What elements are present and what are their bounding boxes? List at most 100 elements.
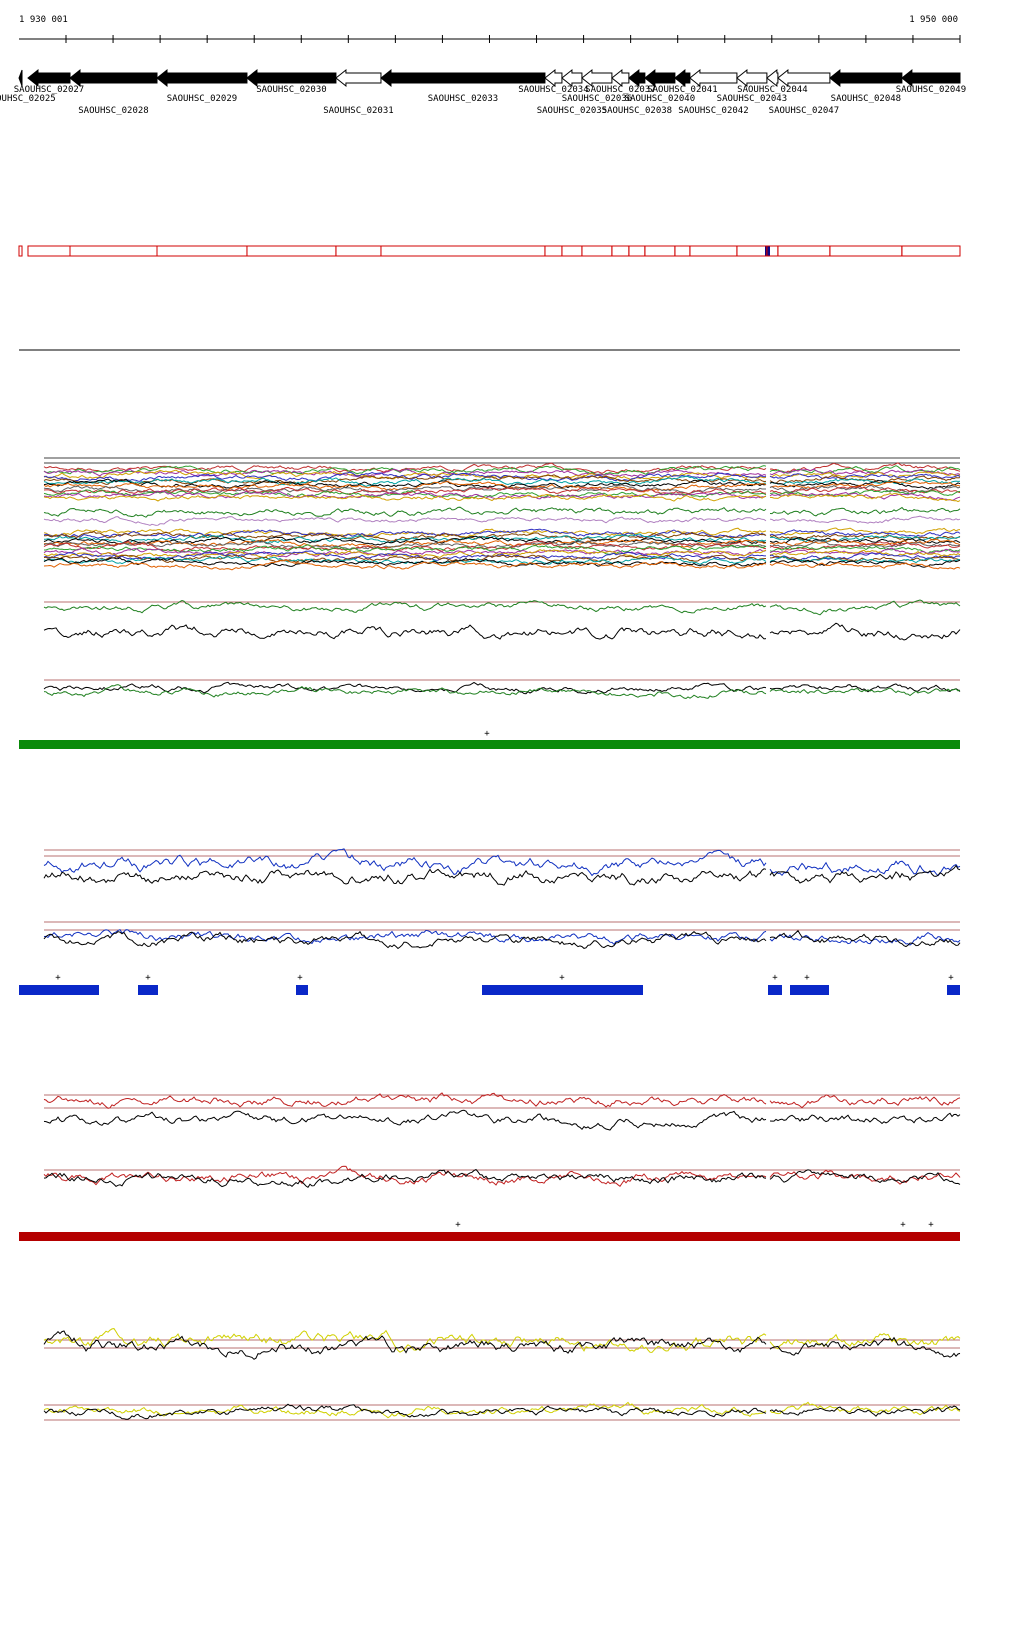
signal-trace [43,493,767,502]
plus-mark: + [297,973,303,983]
signal-trace [769,549,961,557]
gene-label: SAOUHSC_02047 [769,106,839,116]
plus-mark: + [772,973,778,983]
plus-mark: + [928,1220,934,1230]
gene-arrow [380,68,546,88]
gene-label: SAOUHSC_02035 [537,106,607,116]
signal-trace [43,1328,767,1353]
gene-label: SAOUHSC_02049 [896,85,966,95]
gene-arrow [335,68,382,88]
gene-box [644,245,676,257]
gene-label: SAOUHSC_02031 [323,106,393,116]
gene-arrow [69,68,158,88]
signal-trace [43,549,767,559]
gene-box [611,245,630,257]
gene-label: SAOUHSC_02040 [625,94,695,104]
signal-trace [769,462,961,474]
gene-box [829,245,903,257]
signal-trace [43,848,767,877]
gene-label: SAOUHSC_02034 [518,85,588,95]
gene-label: SAOUHSC_02025 [0,94,56,104]
gene-box [544,245,563,257]
signal-trace [43,599,767,614]
signal-trace [43,527,767,538]
signal-trace [769,1336,961,1358]
gene-box [18,245,23,257]
gene-label: SAOUHSC_02042 [678,106,748,116]
signal-trace [769,547,961,555]
plus-mark: + [455,1220,461,1230]
gene-label: SAOUHSC_02037 [585,85,655,95]
signal-trace [43,547,767,558]
signal-trace [769,491,961,502]
signal-trace [769,1169,961,1185]
signal-trace [44,533,767,545]
blue-block [296,985,308,995]
gene-box [777,245,831,257]
gene-arrow [674,68,691,88]
signal-trace [769,506,961,517]
gene-arrow [246,68,337,88]
gene-arrow [644,68,676,88]
feature-marker [765,246,770,256]
signal-trace [769,556,961,564]
signal-trace [43,1168,767,1188]
signal-trace [769,480,961,489]
plus-mark: + [900,1220,906,1230]
signal-trace [769,534,961,543]
red-feature-bar [19,1232,960,1241]
gene-label: SAOUHSC_02028 [78,106,148,116]
gene-arrow [581,68,613,88]
signal-trace [43,928,767,946]
signal-trace [43,868,767,886]
blue-block [482,985,643,995]
ruler-start-label: 1 930 001 [19,15,68,25]
signal-trace [769,599,961,616]
gene-box [581,245,613,257]
signal-trace [43,684,767,700]
signal-trace [43,624,767,640]
gene-label: SAOUHSC_02041 [647,85,717,95]
gene-box [156,245,248,257]
signal-trace [43,554,767,564]
signal-trace [43,474,767,485]
gene-box [689,245,738,257]
gene-label: SAOUHSC_02044 [737,85,807,95]
signal-trace [769,683,961,693]
signal-trace [43,930,767,950]
blue-block [790,985,829,995]
signal-trace [769,478,961,485]
gene-arrow [628,68,646,88]
green-feature-bar [19,740,960,749]
blue-features [19,985,960,995]
signal-trace [769,536,961,544]
gene-label: SAOUHSC_02027 [14,85,84,95]
signal-trace [43,1092,767,1109]
gene-arrow [544,68,563,88]
signal-trace [769,493,961,503]
gene-box [674,245,691,257]
gene-arrow [829,68,903,88]
signal-trace [769,1112,961,1125]
gene-label: SAOUHSC_02030 [256,85,326,95]
signal-trace [43,490,767,500]
plus-mark: + [559,973,565,983]
signal-trace [769,929,961,948]
gene-box [628,245,646,257]
signal-trace [769,1401,961,1416]
signal-trace [769,1332,961,1350]
gene-box [27,245,71,257]
gene-box [380,245,546,257]
signal-trace [769,538,961,547]
signal-trace [769,1169,961,1185]
signal-trace [43,1165,767,1188]
ruler-end-label: 1 950 000 [909,15,958,25]
gene-label: SAOUHSC_02036 [562,94,632,104]
blue-block [19,985,99,995]
gene-box [335,245,382,257]
gene-arrow [27,68,71,88]
signal-trace [43,1401,767,1419]
gene-arrow [777,68,831,88]
signal-trace [43,1403,767,1420]
gene-label: SAOUHSC_02029 [167,94,237,104]
